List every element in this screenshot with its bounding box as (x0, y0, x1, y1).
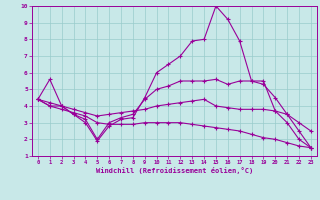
X-axis label: Windchill (Refroidissement éolien,°C): Windchill (Refroidissement éolien,°C) (96, 167, 253, 174)
